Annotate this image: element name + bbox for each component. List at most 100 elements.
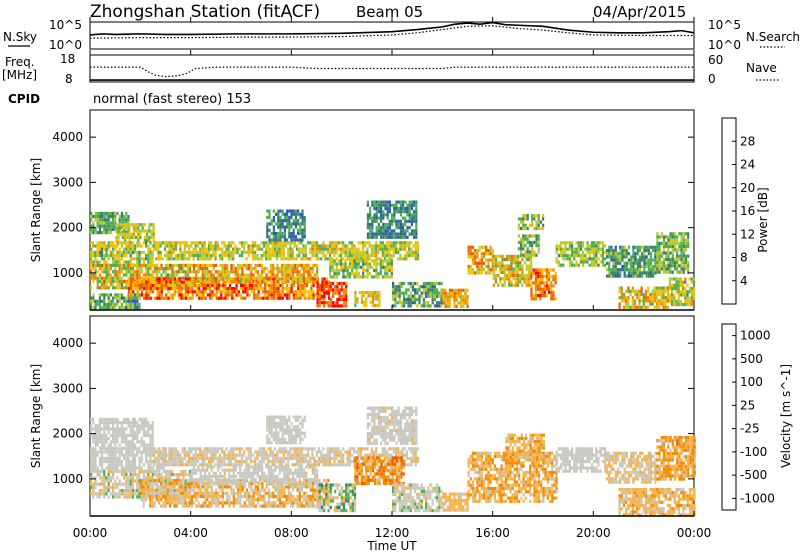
data-cell: [404, 219, 407, 223]
data-cell: [361, 244, 365, 248]
data-cell: [224, 280, 227, 284]
data-cell: [167, 267, 170, 271]
data-cell: [386, 275, 389, 279]
data-cell: [282, 450, 285, 454]
data-cell: [455, 291, 458, 296]
data-cell: [206, 273, 209, 277]
data-cell: [533, 253, 536, 257]
data-cell: [623, 261, 626, 265]
data-cell: [258, 453, 261, 457]
data-cell: [533, 226, 536, 231]
data-cell: [641, 255, 644, 259]
data-cell: [494, 258, 498, 262]
data-cell: [125, 443, 128, 447]
data-cell: [140, 456, 143, 460]
data-cell: [156, 296, 159, 300]
data-cell: [201, 450, 204, 454]
data-cell: [669, 245, 672, 249]
data-cell: [262, 450, 266, 454]
data-cell: [140, 450, 143, 454]
data-cell: [278, 450, 281, 454]
data-cell: [310, 290, 313, 294]
velocity-ylabel: Slant Range [km]: [29, 364, 43, 468]
data-cell: [261, 290, 265, 294]
data-cell: [116, 260, 119, 264]
data-cell: [535, 244, 538, 248]
data-cell: [638, 268, 642, 272]
data-cell: [541, 294, 544, 298]
data-cell: [166, 460, 169, 464]
data-cell: [482, 255, 486, 259]
data-cell: [491, 252, 494, 256]
data-cell: [464, 298, 467, 302]
data-cell: [593, 241, 596, 245]
data-cell: [566, 257, 569, 261]
data-cell: [396, 301, 399, 305]
data-cell: [170, 250, 173, 254]
data-cell: [136, 287, 139, 291]
data-cell: [335, 453, 338, 457]
data-cell: [680, 267, 683, 271]
data-cell: [313, 241, 316, 245]
data-cell: [116, 440, 119, 444]
data-cell: [171, 283, 174, 287]
data-cell: [366, 259, 369, 263]
data-cell: [371, 229, 374, 233]
data-cell: [608, 248, 611, 253]
data-cell: [129, 440, 132, 444]
data-cell: [288, 231, 291, 236]
data-cell: [141, 229, 144, 233]
data-cell: [212, 447, 215, 451]
data-cell: [564, 257, 567, 261]
data-cell: [342, 463, 345, 467]
data-cell: [325, 301, 328, 305]
data-cell: [329, 297, 332, 302]
data-cell: [545, 294, 548, 298]
data-cell: [183, 447, 186, 451]
data-cell: [416, 241, 420, 245]
data-cell: [436, 301, 439, 305]
data-cell: [530, 271, 533, 275]
data-cell: [331, 281, 335, 286]
data-cell: [375, 216, 378, 220]
data-cell: [273, 247, 277, 251]
data-cell: [253, 283, 256, 287]
data-cell: [656, 254, 659, 258]
data-cell: [355, 272, 358, 276]
data-cell: [342, 247, 345, 251]
data-cell: [123, 421, 126, 425]
data-cell: [525, 264, 528, 268]
data-cell: [645, 245, 648, 249]
data-cell: [680, 254, 683, 258]
data-cell: [118, 215, 121, 219]
data-cell: [404, 232, 407, 236]
data-cell: [94, 218, 97, 222]
data-cell: [151, 450, 154, 454]
data-cell: [310, 287, 313, 291]
data-cell: [467, 264, 470, 269]
data-cell: [281, 277, 284, 281]
data-cell: [214, 453, 217, 457]
data-cell: [654, 255, 657, 259]
data-cell: [394, 301, 397, 305]
data-cell: [288, 209, 291, 213]
data-cell: [292, 283, 295, 287]
data-cell: [96, 440, 99, 444]
data-cell: [98, 440, 101, 444]
data-cell: [277, 287, 280, 291]
data-cell: [190, 450, 193, 454]
data-cell: [267, 254, 270, 258]
data-cell: [120, 450, 123, 454]
data-cell: [171, 293, 174, 297]
data-cell: [143, 287, 146, 291]
data-cell: [328, 450, 332, 454]
data-cell: [438, 304, 441, 308]
data-cell: [131, 440, 134, 444]
data-cell: [269, 447, 272, 451]
freq-tick-bottom: 8: [65, 72, 73, 86]
data-cell: [115, 223, 118, 227]
data-cell: [416, 291, 419, 295]
data-cell: [415, 213, 418, 217]
data-cell: [167, 279, 170, 283]
data-cell: [530, 284, 533, 288]
